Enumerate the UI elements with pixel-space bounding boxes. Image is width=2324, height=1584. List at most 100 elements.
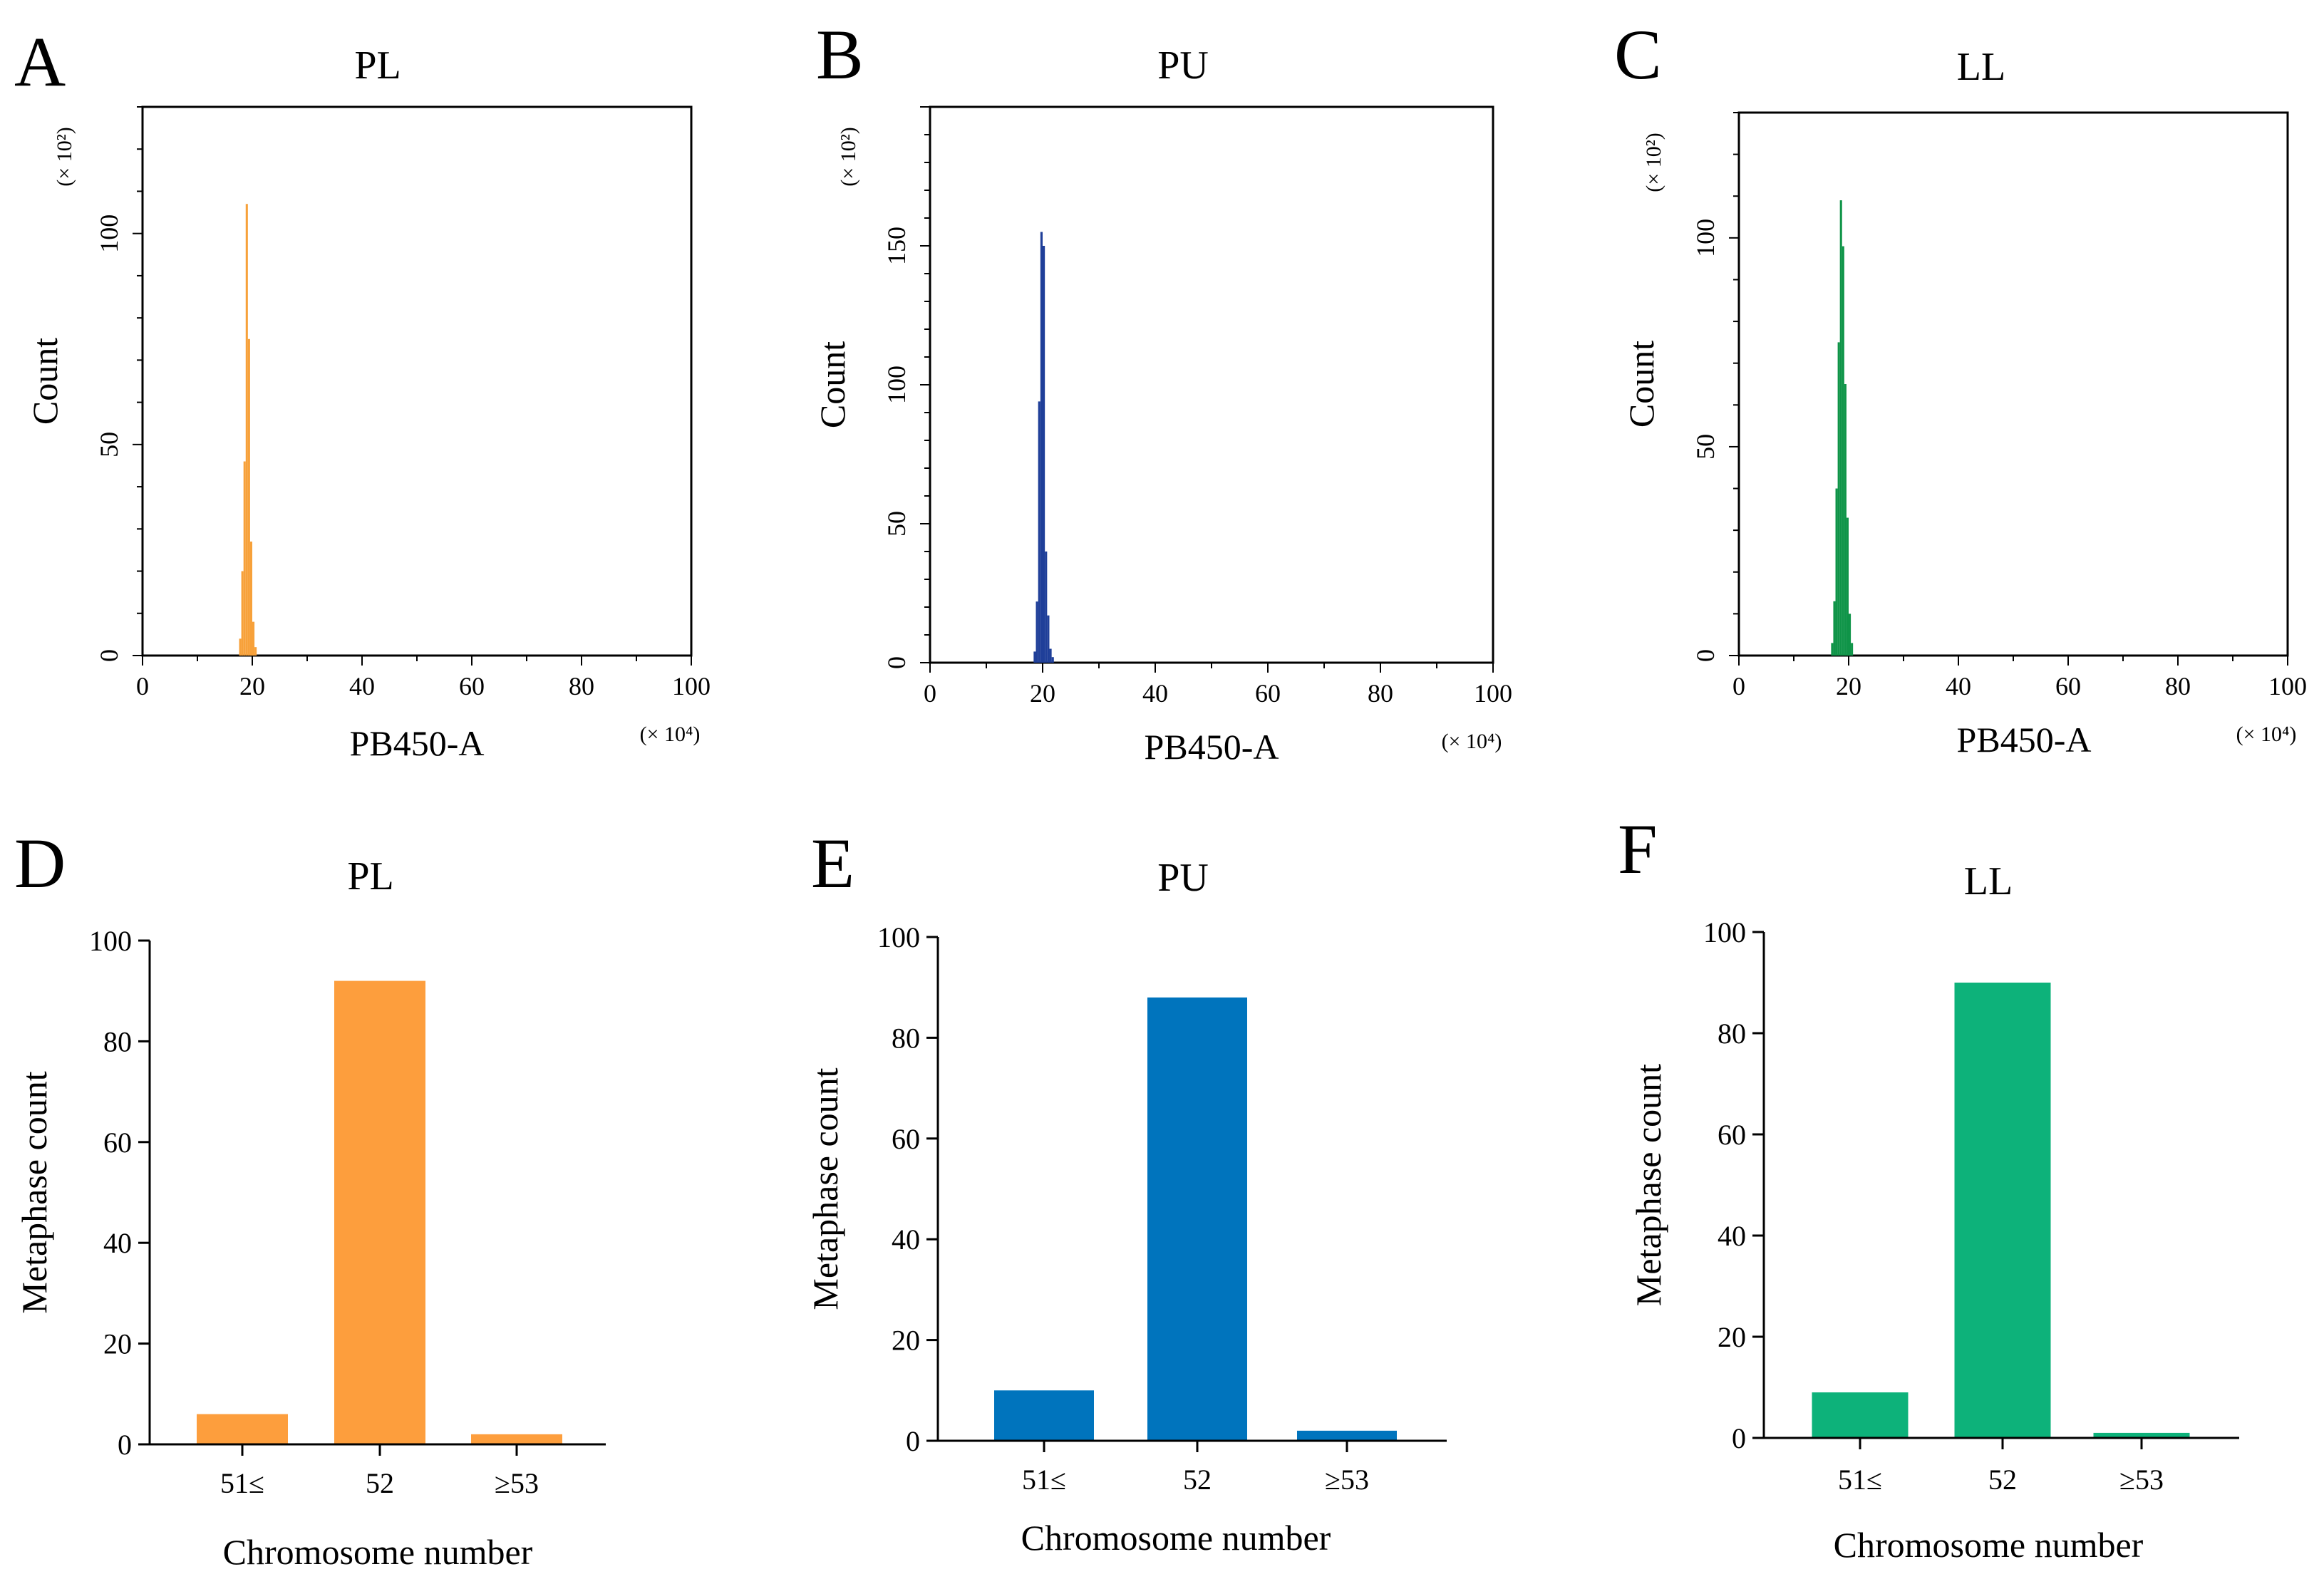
x-axis-label: Chromosome number xyxy=(223,1532,533,1572)
y-axis-label: Count xyxy=(1621,341,1661,428)
panel-f: F LL 0 20 40 60 80 100 51≤ 52 ≥53 Metaphase count Ch… xyxy=(1618,809,2239,1565)
y-tick-label: 100 xyxy=(1691,219,1720,257)
bar xyxy=(197,1414,288,1444)
panel-title: PU xyxy=(1157,856,1209,900)
histogram-bin xyxy=(1038,401,1040,663)
histogram-bin xyxy=(1049,648,1052,663)
x-tick-label: 40 xyxy=(1142,679,1168,708)
panel-letter: E xyxy=(811,824,854,903)
panel-letter: D xyxy=(14,824,66,903)
x-tick-label: ≥53 xyxy=(1325,1464,1369,1496)
histogram-bin xyxy=(1835,488,1838,656)
bar xyxy=(1297,1430,1397,1441)
x-tick-label: 52 xyxy=(1988,1464,2017,1496)
x-axis-label: PB450-A xyxy=(1957,720,2092,760)
y-axis-label: Count xyxy=(812,341,852,428)
y-tick-label: 0 xyxy=(1691,649,1720,662)
histogram-bin xyxy=(1036,601,1038,663)
y-tick-label: 0 xyxy=(95,649,123,662)
plot-frame xyxy=(1737,111,2289,657)
bar xyxy=(1954,983,2051,1438)
panel-title: PU xyxy=(1157,43,1209,88)
x-tick-label: 100 xyxy=(2268,672,2307,700)
panel-letter: A xyxy=(14,22,66,101)
y-tick-label: 0 xyxy=(882,656,911,669)
y-tick-label: 20 xyxy=(1718,1321,1746,1353)
y-tick-label: 80 xyxy=(892,1022,920,1054)
histogram-bin xyxy=(241,571,244,656)
panel-b: B PU 0 20 40 60 80 100 0 50 100 150 Count (× 10²) PB45… xyxy=(812,15,1512,767)
histogram-bin xyxy=(254,647,257,656)
panel-letter: C xyxy=(1614,15,1662,94)
histogram-bin xyxy=(1045,552,1048,663)
bar xyxy=(1147,997,1247,1441)
x-tick-label: 20 xyxy=(1836,672,1861,700)
y-axis-label: Metaphase count xyxy=(1628,1064,1668,1306)
y-tick-label: 100 xyxy=(1703,916,1746,948)
y-tick-label: 60 xyxy=(892,1123,920,1155)
x-axis-multiplier: (× 10⁴) xyxy=(640,723,701,746)
histogram-bin xyxy=(1833,601,1836,656)
x-tick-label: 20 xyxy=(239,672,265,700)
x-tick-label: 51≤ xyxy=(1022,1464,1066,1496)
x-tick-label: 60 xyxy=(1255,679,1281,708)
x-tick-label: 40 xyxy=(1946,672,1971,700)
y-tick-label: 100 xyxy=(882,366,911,404)
x-tick-label: 80 xyxy=(1368,679,1393,708)
x-tick-label: 60 xyxy=(2055,672,2081,700)
plot-frame xyxy=(929,105,1494,664)
y-tick-label: 100 xyxy=(95,214,123,253)
histogram-bin xyxy=(1831,643,1834,656)
x-tick-label: 100 xyxy=(672,672,711,700)
y-tick-label: 150 xyxy=(882,227,911,265)
y-tick-label: 50 xyxy=(882,511,911,537)
histogram-bin xyxy=(247,338,250,656)
histogram-bin xyxy=(1051,657,1054,663)
panel-e: E PU 0 20 40 60 80 100 51≤ 52 ≥53 Metaphase count Ch… xyxy=(805,824,1447,1558)
y-axis-label: Metaphase count xyxy=(805,1067,845,1310)
x-axis-label: Chromosome number xyxy=(1834,1525,2144,1565)
histogram-bin xyxy=(1839,200,1842,656)
y-axis-label: Metaphase count xyxy=(14,1071,54,1313)
panel-title: LL xyxy=(1957,45,2005,89)
panel-title: PL xyxy=(354,43,401,88)
bar xyxy=(994,1390,1094,1441)
plot-frame xyxy=(141,105,693,657)
y-tick-label: 0 xyxy=(906,1425,920,1457)
x-tick-label: 0 xyxy=(1732,672,1745,700)
y-tick-label: 0 xyxy=(1732,1422,1746,1454)
x-axis-multiplier: (× 10⁴) xyxy=(1442,730,1502,753)
y-axis-label: Count xyxy=(25,338,65,425)
y-tick-label: 40 xyxy=(103,1227,132,1259)
x-tick-label: 100 xyxy=(1474,679,1512,708)
histogram-bin xyxy=(1043,246,1045,663)
y-tick-label: 100 xyxy=(89,925,132,957)
panel-a: A PL 0 20 40 60 80 100 0 50 100 Count (× 10²) PB450-A… xyxy=(14,22,711,763)
x-tick-label: ≥53 xyxy=(2119,1464,2164,1496)
y-tick-label: 50 xyxy=(1691,434,1720,460)
y-tick-label: 60 xyxy=(1718,1119,1746,1151)
histogram-bin xyxy=(1040,232,1043,663)
panel-title: PL xyxy=(347,854,393,899)
y-tick-label: 0 xyxy=(118,1429,132,1461)
bar xyxy=(471,1434,562,1444)
histogram-bin xyxy=(1844,384,1847,656)
histogram-bin xyxy=(1849,614,1852,656)
x-axis-label: PB450-A xyxy=(350,723,485,763)
y-tick-label: 80 xyxy=(1718,1018,1746,1050)
y-tick-label: 20 xyxy=(103,1328,132,1360)
bar xyxy=(1812,1392,1909,1438)
x-tick-label: 80 xyxy=(2165,672,2191,700)
bar xyxy=(2093,1432,2190,1438)
x-tick-label: 51≤ xyxy=(220,1467,264,1499)
y-axis-multiplier: (× 10²) xyxy=(53,127,76,186)
x-tick-label: 60 xyxy=(459,672,485,700)
y-tick-label: 20 xyxy=(892,1325,920,1357)
x-tick-label: ≥53 xyxy=(495,1467,539,1499)
panel-title: LL xyxy=(1964,859,2013,904)
y-tick-label: 60 xyxy=(103,1127,132,1159)
x-tick-label: 0 xyxy=(136,672,149,700)
x-tick-label: 51≤ xyxy=(1838,1464,1882,1496)
y-tick-label: 40 xyxy=(1718,1220,1746,1252)
y-axis-multiplier: (× 10²) xyxy=(1642,133,1665,192)
